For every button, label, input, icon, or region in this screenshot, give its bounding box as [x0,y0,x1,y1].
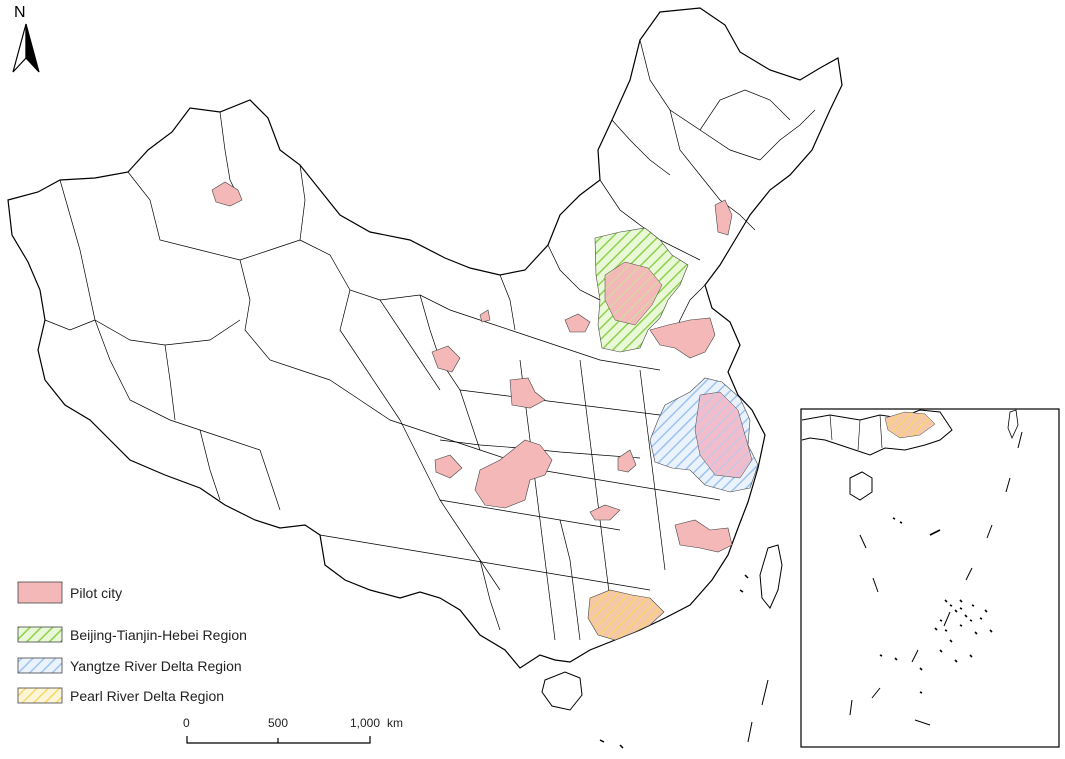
hainan-island [541,671,583,711]
inset-island-dots [879,517,993,694]
legend-swatch-yangtze-river-delta [17,657,63,674]
taiwan-island [759,544,783,609]
pilot-city [479,309,491,323]
pilot-cities [211,181,733,553]
north-arrow: N [12,4,40,73]
legend-swatch-pilot-city [17,581,63,604]
pilot-city [589,504,621,521]
inset-hainan [849,471,873,501]
scale-bar: 0 500 1,000 km [183,716,403,744]
south-china-sea-inset [800,408,1060,748]
beijing-tianjin-hebei-pilot-overlap [604,261,663,326]
pilot-city [431,345,461,373]
inset-nine-dash-line [849,431,1023,726]
island-dots [599,574,749,749]
pilot-city [714,199,733,236]
pilot-city [211,181,243,207]
legend-swatch-pearl-river-delta [17,687,63,704]
scale-bar-line [186,736,371,744]
pilot-city [434,454,463,479]
scale-unit: km [387,716,403,730]
pilot-city [474,439,553,509]
scale-tick-500: 500 [268,716,288,730]
yangtze-river-delta-pilot-overlap [694,391,753,479]
legend-label-pilot-city: Pilot city [70,585,122,601]
north-label: N [14,4,26,21]
legend: Pilot city Beijing-Tianjin-Hebei Region … [17,581,247,704]
legend-label-beijing-tianjin-hebei: Beijing-Tianjin-Hebei Region [70,627,247,643]
pilot-city [617,449,637,473]
pilot-city [649,317,716,359]
inset-pearl-river-delta [884,411,936,439]
inset-inner-boundaries [829,414,883,451]
legend-label-pearl-river-delta: Pearl River Delta Region [70,688,224,704]
pilot-city [674,519,733,553]
inset-taiwan [1007,409,1019,440]
pilot-city [509,377,546,409]
scale-tick-1000: 1,000 [350,716,380,730]
legend-label-yangtze-river-delta: Yangtze River Delta Region [70,658,242,674]
north-arrow-icon [12,23,27,73]
coastline-dashes [747,679,769,743]
scale-tick-0: 0 [183,716,190,730]
pilot-city [564,313,591,333]
pearl-river-delta-region [587,589,665,641]
legend-swatch-beijing-tianjin-hebei [17,626,63,643]
china-outline [7,7,843,669]
